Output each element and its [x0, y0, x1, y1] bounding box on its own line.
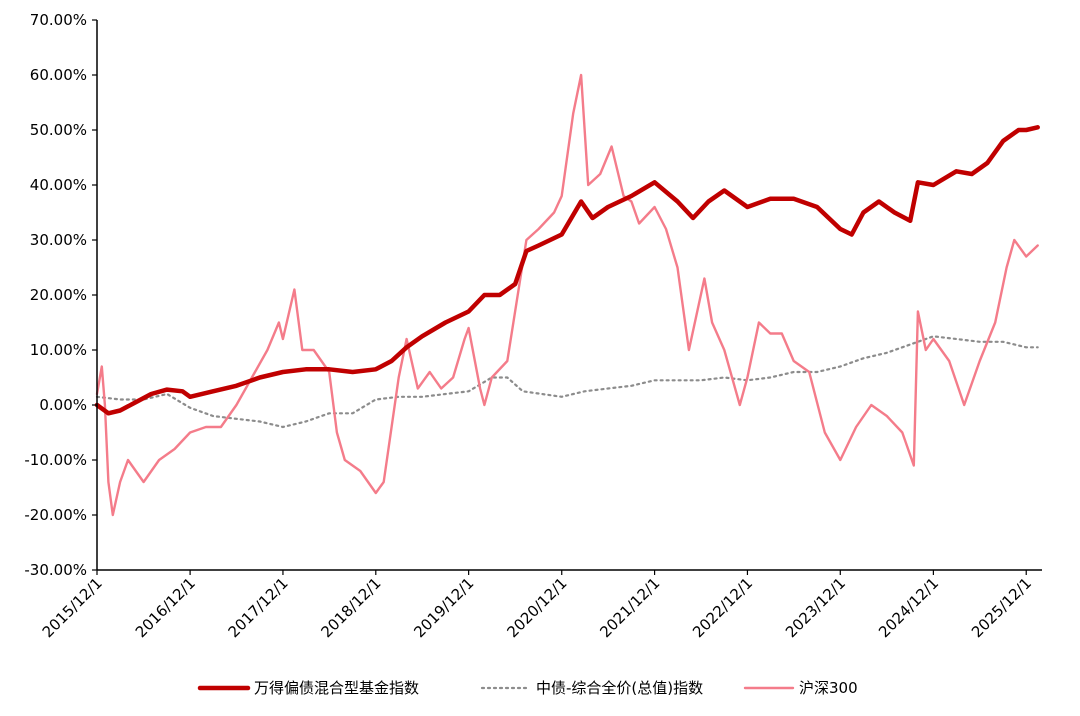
y-tick-labels: -30.00% -20.00% -10.00% 0.00% 10.00% 20.00% 30… — [24, 11, 87, 579]
y-tick-label: 40.00% — [30, 176, 87, 194]
legend-label-0: 万得偏债混合型基金指数 — [254, 679, 419, 697]
x-tick-label: 2016/12/1 — [132, 574, 199, 641]
y-tick-label: -20.00% — [24, 506, 87, 524]
x-tick-label: 2017/12/1 — [225, 574, 292, 641]
y-tick-label: 20.00% — [30, 286, 87, 304]
x-tick-label: 2025/12/1 — [968, 574, 1035, 641]
y-tick-label: 70.00% — [30, 11, 87, 29]
x-tick-label: 2015/12/1 — [39, 574, 106, 641]
y-tick-label: 50.00% — [30, 121, 87, 139]
plot-lines — [94, 73, 1040, 517]
series-line-2 — [95, 73, 1039, 517]
legend-label-1: 中债-综合全价(总值)指数 — [536, 679, 703, 697]
x-tick-label: 2020/12/1 — [503, 574, 570, 641]
y-tick-label: 10.00% — [30, 341, 87, 359]
y-tick-label: -10.00% — [24, 451, 87, 469]
y-tick-label: -30.00% — [24, 561, 87, 579]
x-tick-label: 2021/12/1 — [596, 574, 663, 641]
x-tick-labels: 2015/12/1 2016/12/1 2017/12/1 2018/12/1 2019… — [39, 574, 1035, 641]
legend-label-2: 沪深300 — [799, 679, 858, 697]
series-line-0 — [94, 125, 1040, 416]
x-tick-label: 2024/12/1 — [875, 574, 942, 641]
x-tick-label: 2022/12/1 — [689, 574, 756, 641]
y-tick-label: 60.00% — [30, 66, 87, 84]
series-line-1 — [95, 335, 1039, 429]
x-tick-label: 2018/12/1 — [318, 574, 385, 641]
legend: 万得偏债混合型基金指数 中债-综合全价(总值)指数 沪深300 — [197, 679, 858, 697]
axes — [92, 19, 1042, 575]
y-tick-label: 0.00% — [39, 396, 87, 414]
x-tick-label: 2023/12/1 — [782, 574, 849, 641]
y-tick-label: 30.00% — [30, 231, 87, 249]
x-tick-label: 2019/12/1 — [410, 574, 477, 641]
